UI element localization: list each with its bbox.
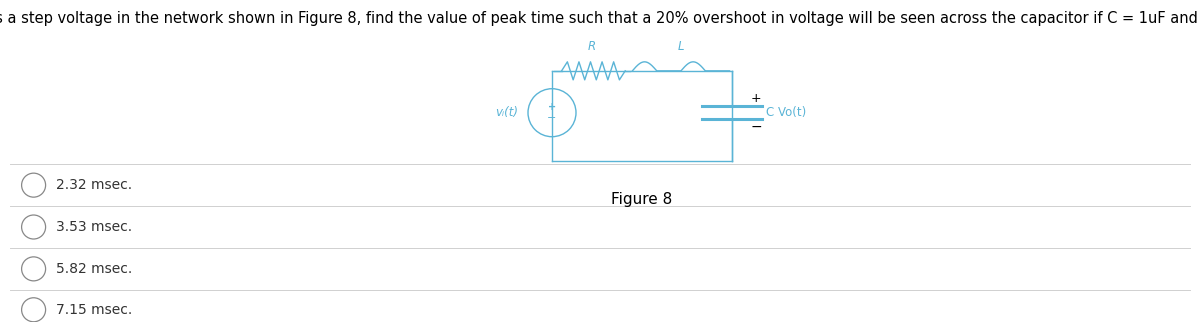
Text: +: + (751, 92, 761, 105)
Text: −: − (750, 120, 762, 134)
Text: 7.15 msec.: 7.15 msec. (56, 303, 133, 317)
Text: 2.32 msec.: 2.32 msec. (56, 178, 132, 192)
Text: vᵢ(t): vᵢ(t) (494, 106, 518, 119)
Text: 5.82 msec.: 5.82 msec. (56, 262, 133, 276)
Text: 3.53 msec.: 3.53 msec. (56, 220, 132, 234)
Text: R: R (588, 40, 596, 53)
Text: C Vo(t): C Vo(t) (766, 106, 806, 119)
Text: Figure 8: Figure 8 (611, 192, 673, 207)
Text: If vᵢ(t) is a step voltage in the network shown in Figure 8, find the value of p: If vᵢ(t) is a step voltage in the networ… (0, 11, 1200, 26)
Text: +: + (548, 102, 556, 112)
Text: L: L (678, 40, 684, 53)
Text: −: − (547, 113, 557, 124)
